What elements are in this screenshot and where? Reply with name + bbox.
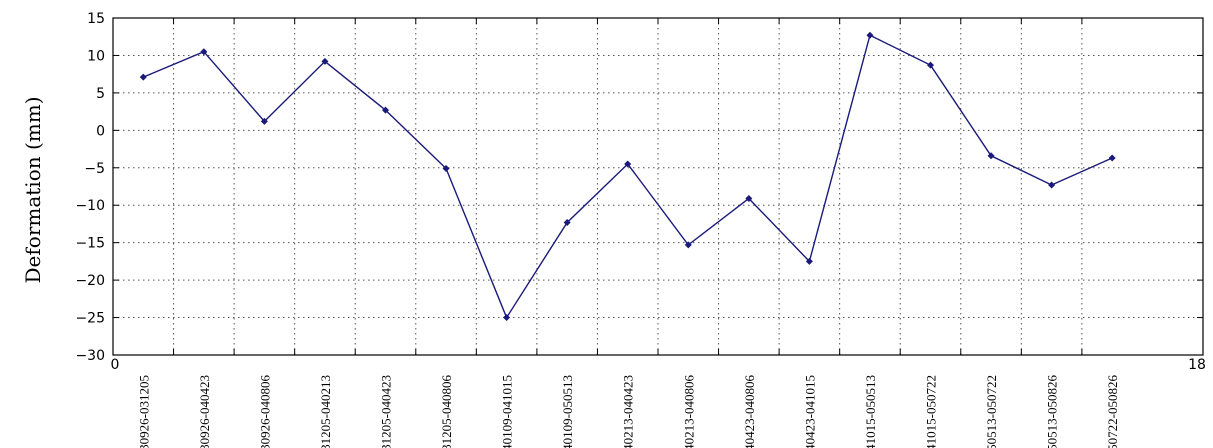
data-point — [442, 165, 450, 173]
y-tick-label: 10 — [87, 48, 105, 64]
grid — [113, 18, 1203, 355]
category-label: 050722-050826 — [1105, 375, 1120, 448]
data-point — [1108, 154, 1116, 162]
category-label: 030926-031205 — [136, 375, 151, 448]
data-point — [805, 257, 813, 265]
category-label: 030926-040806 — [257, 375, 272, 448]
data-point — [260, 117, 268, 125]
category-label: 031205-040806 — [439, 375, 454, 448]
data-point — [684, 241, 692, 249]
x-tick-label: 0 — [111, 357, 120, 373]
y-axis-label: Deformation (mm) — [21, 96, 45, 283]
category-label: 041015-050722 — [924, 375, 939, 448]
data-point — [321, 57, 329, 65]
data-point — [927, 61, 934, 69]
category-label: 050513-050826 — [1045, 375, 1060, 448]
series-polyline — [143, 34, 1113, 320]
category-label: 040109-050513 — [560, 375, 575, 448]
y-tick-label: 5 — [96, 86, 105, 102]
category-labels: 030926-031205 030926-040423 030926-040806 0… — [136, 375, 1120, 448]
category-label: 040109-041015 — [500, 375, 515, 448]
data-point — [382, 106, 389, 114]
y-tick-label: 0 — [96, 123, 105, 139]
category-label: 050513-050722 — [984, 375, 999, 448]
data-point — [866, 31, 874, 39]
y-tick-label: −15 — [75, 236, 105, 252]
category-label: 031205-040423 — [379, 375, 394, 448]
data-point — [139, 73, 147, 81]
category-label: 041015-050513 — [863, 375, 878, 448]
category-label: 030926-040423 — [197, 375, 212, 448]
data-point — [745, 194, 753, 202]
data-point — [503, 314, 511, 322]
data-point — [987, 152, 995, 160]
data-point — [624, 160, 632, 168]
category-label: 040423-040806 — [742, 375, 757, 448]
y-tick-label: 15 — [87, 11, 105, 27]
y-tick-label: −25 — [75, 311, 105, 327]
x-tick-label: 18 — [1188, 357, 1206, 373]
category-label: 040423-041015 — [802, 375, 817, 448]
y-tick-label: −10 — [75, 198, 105, 214]
data-point — [200, 48, 208, 56]
data-point — [1048, 181, 1056, 189]
category-label: 031205-040213 — [318, 375, 333, 448]
axes: 15 10 5 0 −5 −10 −15 −20 −25 −30 0 18 — [75, 11, 1205, 373]
data-point — [563, 218, 571, 226]
category-label: 040213-040806 — [681, 375, 696, 448]
y-tick-label: −5 — [84, 161, 105, 177]
series-line — [139, 31, 1116, 322]
y-tick-label: −20 — [75, 273, 105, 289]
y-tick-label: −30 — [75, 348, 105, 364]
category-label: 040213-040423 — [621, 375, 636, 448]
